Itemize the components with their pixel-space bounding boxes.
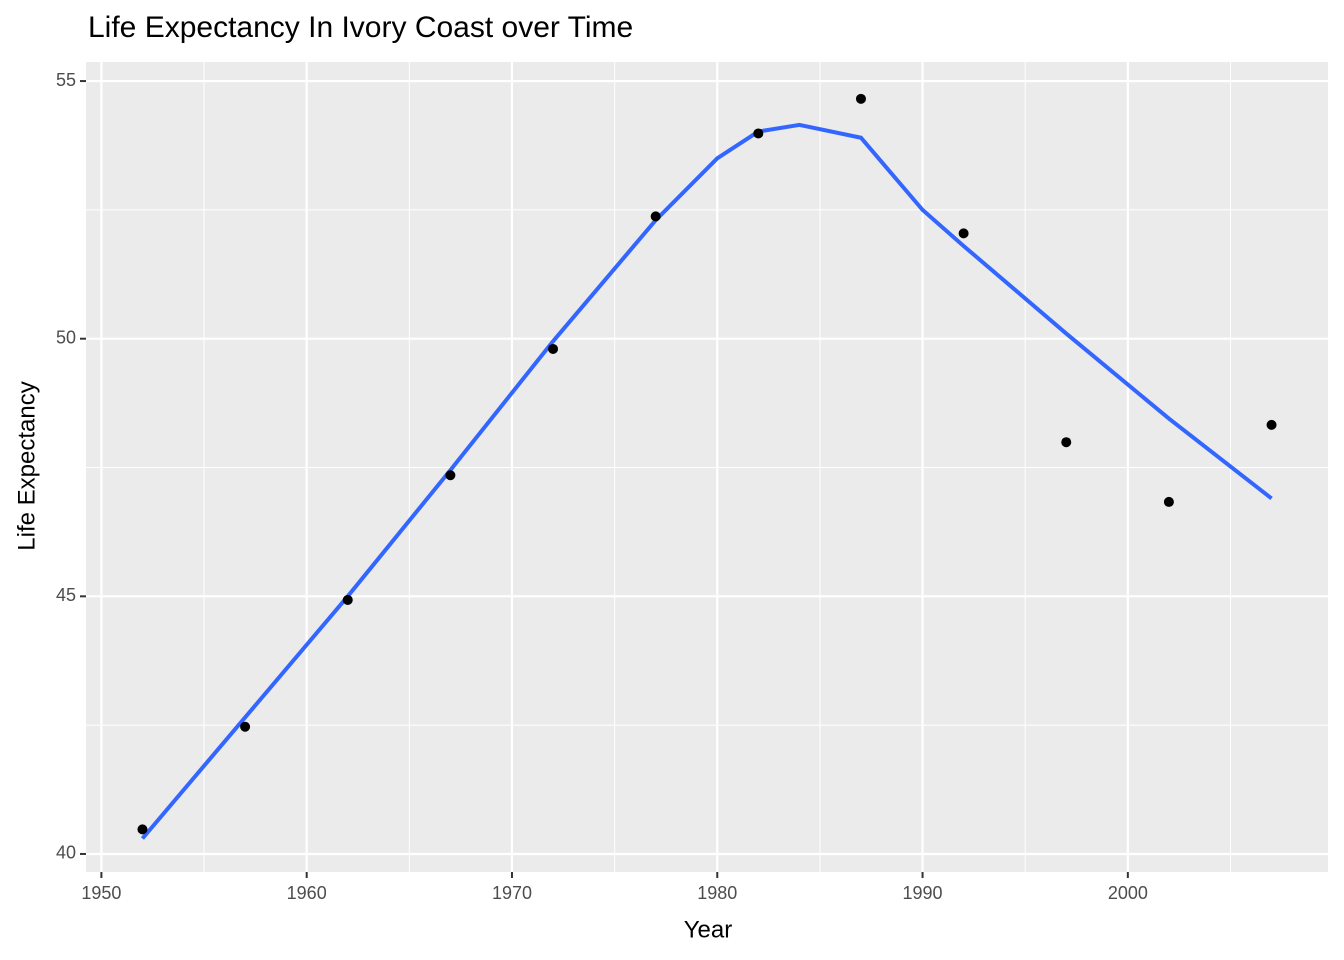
point [958, 228, 969, 239]
x-tick-label: 1960 [287, 883, 327, 903]
y-tick-label: 40 [56, 843, 76, 863]
point [1061, 437, 1072, 448]
point [1163, 496, 1174, 507]
point [753, 128, 764, 139]
x-tick-label: 1990 [903, 883, 943, 903]
x-tick-label: 2000 [1108, 883, 1148, 903]
y-tick-label: 55 [56, 70, 76, 90]
chart-title: Life Expectancy In Ivory Coast over Time [88, 11, 633, 44]
y-axis-title: Life Expectancy [13, 381, 40, 550]
point [445, 470, 456, 481]
x-tick-label: 1950 [81, 883, 121, 903]
y-tick-label: 50 [56, 327, 76, 347]
point [855, 93, 866, 104]
point [1266, 419, 1277, 430]
point [342, 594, 353, 605]
x-tick-label: 1970 [492, 883, 532, 903]
y-tick-label: 45 [56, 585, 76, 605]
point [137, 824, 148, 835]
point [548, 343, 559, 354]
point [650, 211, 661, 222]
plot-panel [86, 62, 1328, 872]
point [240, 721, 251, 732]
x-axis-title: Year [684, 916, 733, 943]
x-tick-label: 1980 [697, 883, 737, 903]
